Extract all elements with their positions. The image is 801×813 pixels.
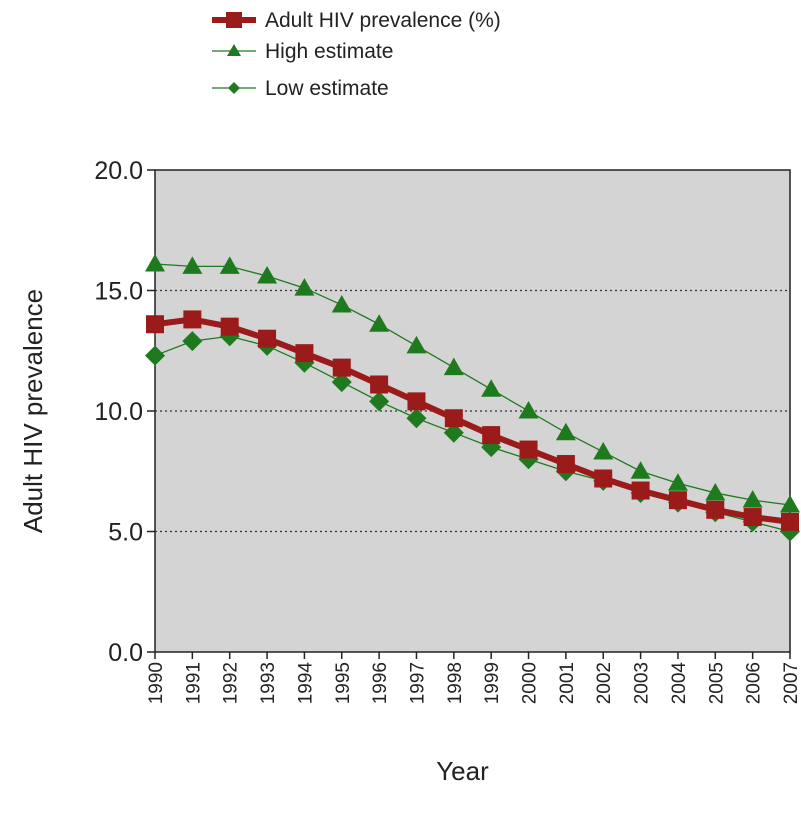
data-point (258, 329, 277, 348)
y-tick-label: 10.0 (94, 398, 143, 426)
series-layer (145, 253, 800, 542)
data-point (555, 422, 576, 441)
data-point (593, 441, 614, 460)
x-tick-label: 1996 (370, 662, 391, 704)
data-point (781, 512, 799, 531)
data-point (406, 335, 427, 354)
x-tick-label: 2002 (594, 662, 615, 704)
data-point (407, 392, 426, 411)
legend-marker (226, 12, 242, 28)
legend-label: Low estimate (265, 77, 389, 100)
data-point (630, 461, 651, 479)
data-point (182, 331, 203, 352)
data-point (369, 391, 390, 412)
data-point (145, 253, 165, 272)
x-tick-label: 1993 (258, 662, 279, 704)
data-point (518, 401, 539, 419)
series-0 (146, 310, 799, 531)
x-tick-label: 1998 (445, 662, 466, 704)
gridlines (155, 289, 790, 533)
x-tick-label: 2007 (781, 662, 801, 704)
data-point (183, 310, 202, 329)
x-tick-label: 1994 (295, 662, 316, 705)
legend-marker (227, 44, 241, 56)
data-point (706, 500, 725, 519)
data-point (705, 482, 726, 501)
x-tick-label: 2003 (632, 662, 653, 704)
data-point (519, 440, 538, 459)
x-tick-label: 1991 (183, 662, 204, 704)
data-point (742, 490, 763, 508)
x-tick-label: 1997 (407, 662, 428, 704)
data-point (369, 314, 390, 332)
data-point (631, 481, 650, 500)
y-axis-title: Adult HIV prevalence (18, 289, 48, 533)
x-tick-label: 2006 (744, 662, 765, 704)
legend-label: Adult HIV prevalence (%) (265, 9, 501, 32)
data-point (257, 266, 278, 284)
data-point (443, 357, 464, 376)
data-point (331, 372, 352, 393)
data-point (331, 294, 352, 313)
data-point (444, 409, 463, 428)
series-1 (145, 253, 800, 513)
data-point (145, 345, 165, 366)
data-point (295, 344, 314, 363)
data-point (220, 317, 239, 336)
data-point (294, 278, 315, 296)
data-point (667, 473, 688, 491)
x-tick-label: 2004 (669, 662, 690, 705)
x-tick-label: 1995 (333, 662, 354, 704)
data-point (668, 491, 687, 510)
data-point (482, 426, 501, 445)
axes: 0.0 5.0 10.0 15.0 20.0 1990 1991 1992 1993 1994 19… (94, 157, 801, 704)
data-point (594, 469, 613, 488)
data-point (443, 422, 464, 443)
data-point (780, 494, 800, 513)
data-point (556, 455, 575, 474)
data-point (182, 256, 203, 274)
y-tick-label: 15.0 (94, 278, 143, 306)
data-point (743, 508, 762, 527)
x-tick-label: 2001 (557, 662, 578, 704)
data-point (219, 256, 240, 274)
x-tick-label: 2005 (706, 662, 727, 704)
data-point (406, 408, 427, 429)
data-point (481, 379, 502, 397)
legend: Adult HIV prevalence (%) High estimate Low… (212, 9, 501, 100)
x-tick-label: 2000 (520, 662, 541, 704)
y-tick-label: 0.0 (108, 639, 143, 667)
x-tick-label: 1990 (146, 662, 167, 704)
x-tick-label: 1992 (221, 662, 242, 704)
data-point (146, 315, 164, 334)
legend-label: High estimate (265, 40, 393, 63)
legend-marker (228, 82, 240, 94)
data-point (370, 375, 389, 394)
x-axis-title: Year (436, 756, 489, 786)
y-tick-label: 5.0 (108, 519, 143, 547)
data-point (332, 358, 351, 377)
x-tick-label: 1999 (482, 662, 503, 704)
y-tick-label: 20.0 (94, 157, 143, 185)
